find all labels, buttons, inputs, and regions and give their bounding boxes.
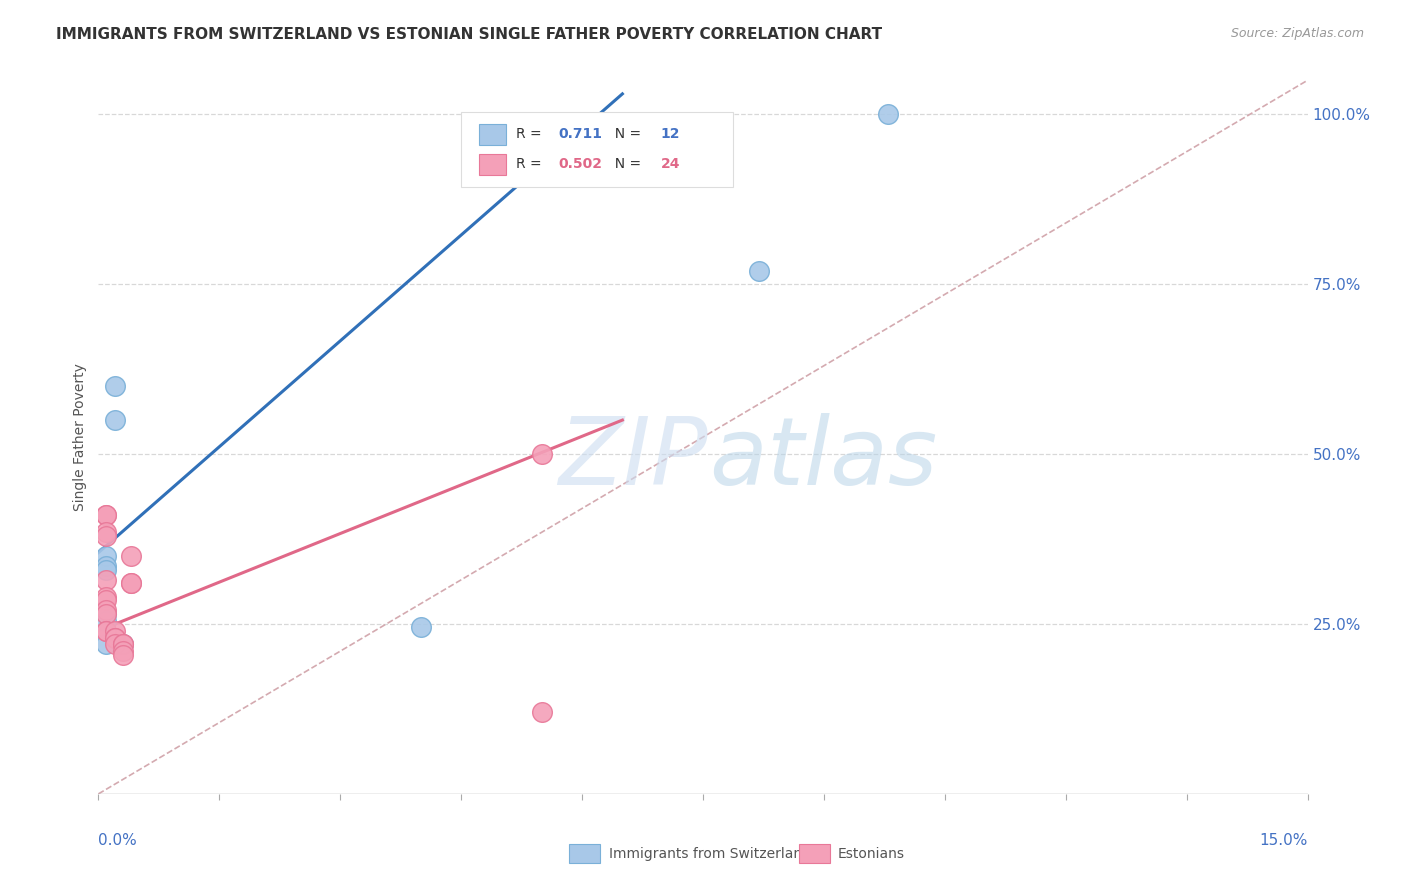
Point bbox=[96, 614, 118, 628]
Point bbox=[96, 508, 118, 523]
Text: 24: 24 bbox=[661, 157, 681, 170]
Text: R =: R = bbox=[516, 127, 550, 141]
Point bbox=[96, 603, 118, 617]
Point bbox=[111, 637, 134, 651]
Point bbox=[530, 706, 553, 720]
Text: atlas: atlas bbox=[709, 413, 938, 504]
Point bbox=[111, 644, 134, 658]
Point bbox=[111, 637, 134, 651]
Text: R =: R = bbox=[516, 157, 550, 170]
Y-axis label: Single Father Poverty: Single Father Poverty bbox=[73, 363, 87, 511]
Text: N =: N = bbox=[606, 157, 645, 170]
Point bbox=[96, 573, 118, 587]
Text: 0.502: 0.502 bbox=[558, 157, 602, 170]
Point bbox=[877, 107, 900, 121]
Point bbox=[111, 648, 134, 662]
FancyBboxPatch shape bbox=[461, 112, 734, 187]
Point bbox=[409, 620, 432, 634]
Point bbox=[120, 549, 142, 563]
Text: Immigrants from Switzerland: Immigrants from Switzerland bbox=[609, 847, 811, 861]
Point bbox=[96, 624, 118, 638]
FancyBboxPatch shape bbox=[479, 124, 506, 145]
Point bbox=[120, 576, 142, 591]
Point bbox=[103, 379, 125, 393]
Point bbox=[120, 576, 142, 591]
Point bbox=[103, 624, 125, 638]
Text: Estonians: Estonians bbox=[838, 847, 905, 861]
Point bbox=[96, 607, 118, 621]
Point bbox=[96, 549, 118, 563]
Point bbox=[96, 508, 118, 523]
Text: 12: 12 bbox=[661, 127, 681, 141]
Point bbox=[103, 413, 125, 427]
Point bbox=[96, 590, 118, 604]
Text: 15.0%: 15.0% bbox=[1260, 833, 1308, 848]
Point bbox=[111, 637, 134, 651]
Text: IMMIGRANTS FROM SWITZERLAND VS ESTONIAN SINGLE FATHER POVERTY CORRELATION CHART: IMMIGRANTS FROM SWITZERLAND VS ESTONIAN … bbox=[56, 27, 883, 42]
Point bbox=[103, 631, 125, 645]
Point bbox=[96, 525, 118, 540]
Point bbox=[96, 607, 118, 621]
Point bbox=[96, 528, 118, 542]
Point bbox=[96, 593, 118, 607]
Point bbox=[96, 563, 118, 577]
Point bbox=[103, 631, 125, 645]
Text: Source: ZipAtlas.com: Source: ZipAtlas.com bbox=[1230, 27, 1364, 40]
Point bbox=[748, 263, 770, 277]
Point bbox=[96, 624, 118, 638]
Text: N =: N = bbox=[606, 127, 645, 141]
Point bbox=[96, 559, 118, 574]
Text: 0.0%: 0.0% bbox=[98, 833, 138, 848]
Point bbox=[96, 637, 118, 651]
FancyBboxPatch shape bbox=[479, 153, 506, 175]
Text: 0.711: 0.711 bbox=[558, 127, 602, 141]
Text: ZIP: ZIP bbox=[558, 413, 707, 504]
Point bbox=[530, 447, 553, 461]
Point bbox=[103, 637, 125, 651]
